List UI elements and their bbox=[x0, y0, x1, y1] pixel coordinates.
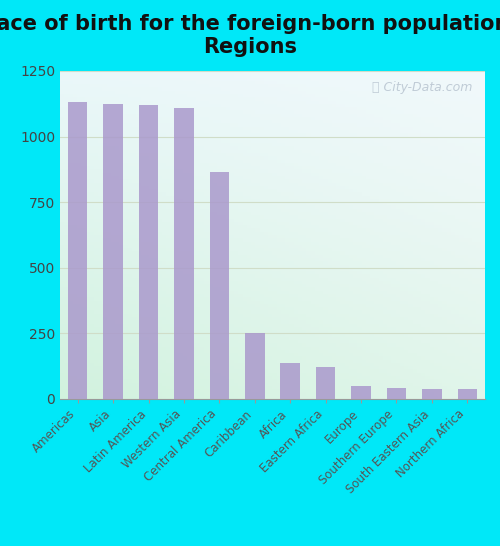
Bar bbox=[210, 172, 229, 399]
Bar bbox=[422, 389, 442, 399]
Bar bbox=[316, 367, 336, 399]
Bar bbox=[68, 103, 87, 399]
Bar bbox=[174, 108, 194, 399]
Text: Place of birth for the foreign-born population -
Regions: Place of birth for the foreign-born popu… bbox=[0, 14, 500, 57]
Bar bbox=[139, 105, 158, 399]
Bar bbox=[458, 389, 477, 399]
Bar bbox=[352, 386, 371, 399]
Bar bbox=[386, 388, 406, 399]
Bar bbox=[104, 104, 123, 399]
Text: ⓘ City-Data.com: ⓘ City-Data.com bbox=[372, 81, 472, 94]
Bar bbox=[245, 333, 264, 399]
Bar bbox=[280, 363, 300, 399]
